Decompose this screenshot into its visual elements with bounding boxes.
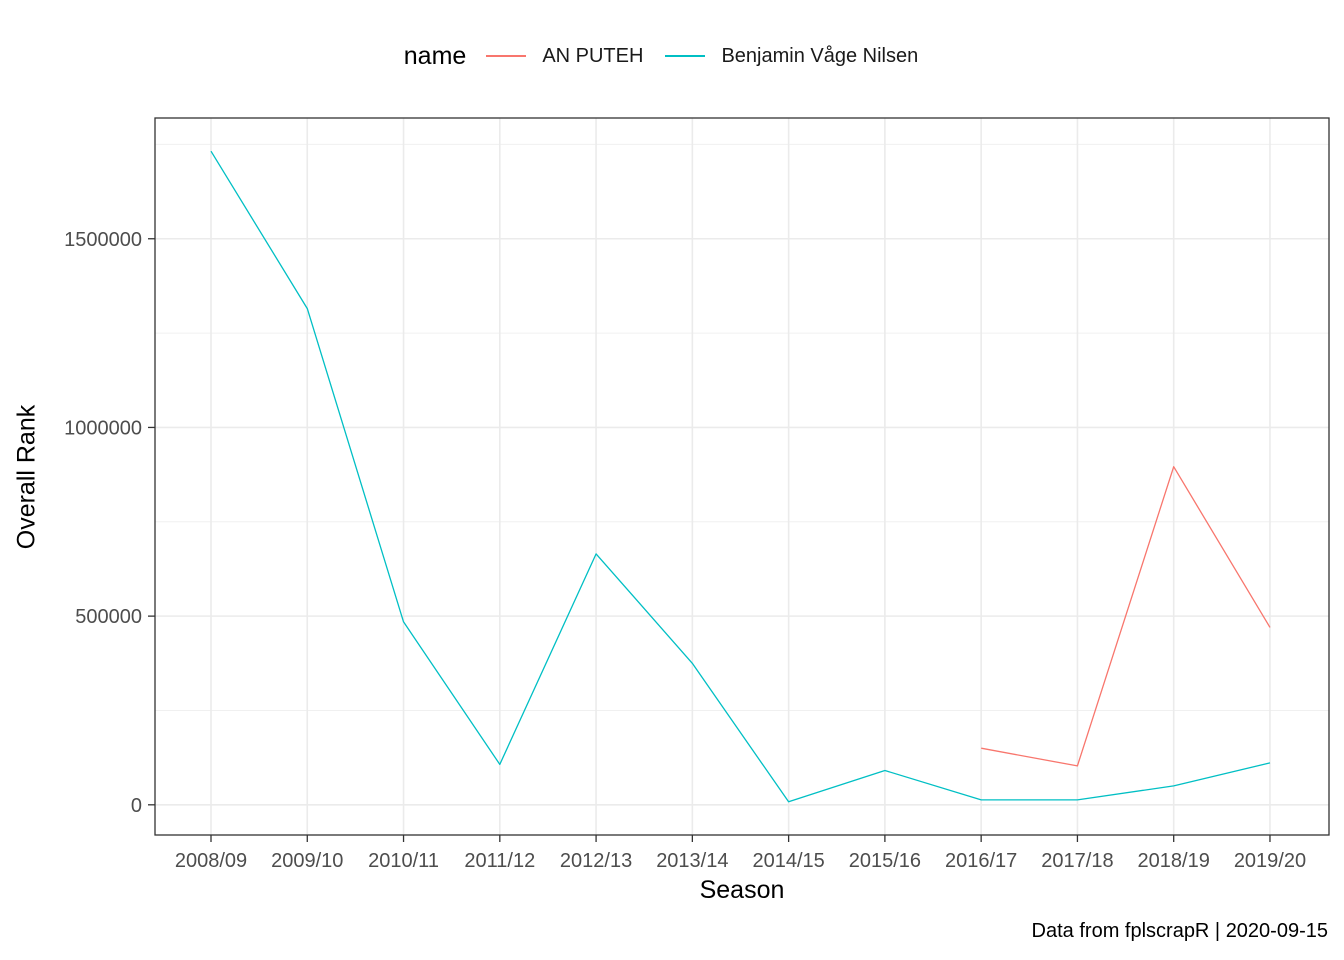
x-tick-label: 2008/09 [175,850,247,872]
x-axis-label: Season [699,876,785,904]
legend-label-benjamin-vage-nilsen: Benjamin Våge Nilsen [721,44,919,67]
legend: name AN PUTEH Benjamin Våge Nilsen [0,36,1344,76]
y-tick-label: 1000000 [64,417,142,439]
x-tick-label: 2018/19 [1138,850,1210,872]
y-tick-label: 500000 [75,606,142,628]
x-tick-label: 2011/12 [464,850,535,872]
x-tick-label: 2016/17 [945,850,1017,872]
grid [155,118,1329,835]
legend-title: name [403,41,467,70]
plot-panel-background [155,118,1329,835]
y-axis-label: Overall Rank [12,404,41,550]
legend-key-an-puteh [486,55,527,57]
x-tick-label: 2015/16 [849,850,921,872]
plot-panel-border [154,117,1330,836]
legend-item-an-puteh: AN PUTEH [486,45,643,68]
series-line-1 [210,150,1271,803]
y-axis: 0 500000 1000000 1500000 [64,229,155,817]
y-tick-label: 0 [131,795,142,817]
series-line-0 [981,466,1271,767]
x-tick-label: 2009/10 [271,850,343,872]
series-lines [210,150,1271,803]
legend-key-benjamin-vage-nilsen [665,55,706,57]
x-axis: 2008/09 2009/10 2010/11 2011/12 2012/13 2013/… [175,835,1306,872]
x-tick-label: 2019/20 [1234,850,1306,872]
caption: Data from fplscrapR | 2020-09-15 [1031,920,1328,942]
x-tick-label: 2010/11 [368,850,439,872]
legend-label-an-puteh: AN PUTEH [542,44,644,67]
x-tick-label: 2017/18 [1041,850,1113,872]
x-tick-label: 2012/13 [560,850,632,872]
y-tick-label: 1500000 [64,229,142,251]
x-tick-label: 2014/15 [752,850,824,872]
legend-item-benjamin-vage-nilsen: Benjamin Våge Nilsen [665,45,918,68]
x-tick-label: 2013/14 [656,850,728,872]
